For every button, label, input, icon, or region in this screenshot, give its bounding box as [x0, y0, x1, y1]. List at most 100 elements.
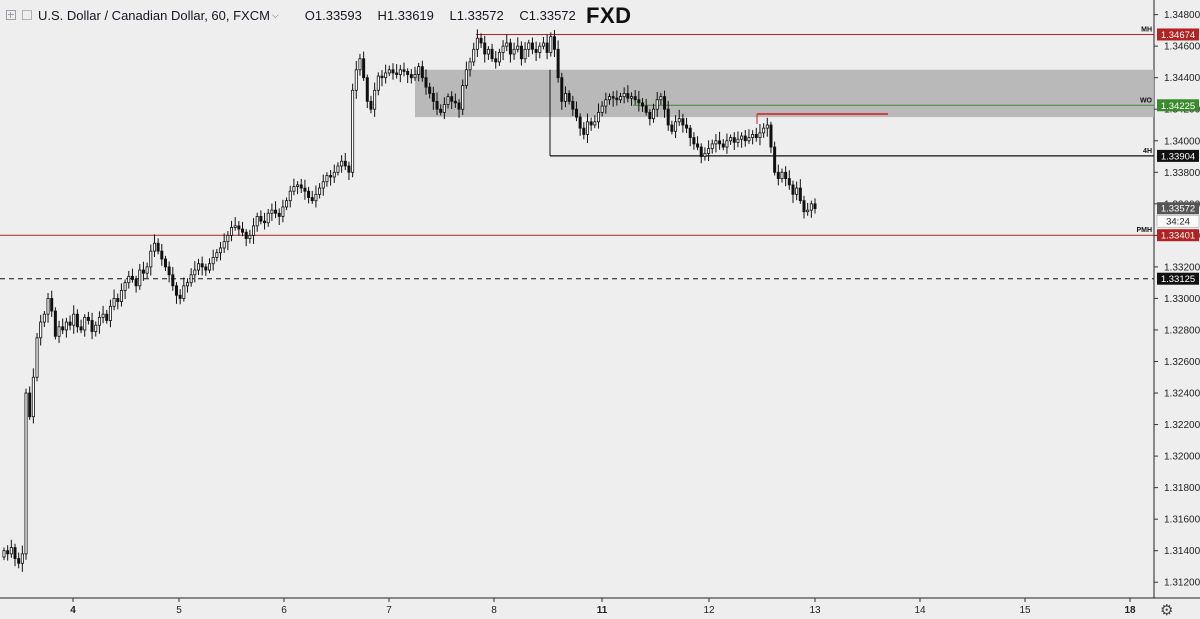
candle-body: [644, 105, 648, 113]
candle-body: [123, 282, 127, 291]
candle-body: [57, 326, 61, 337]
candle-body: [24, 392, 28, 555]
candle-body: [607, 96, 611, 101]
candle-body: [802, 200, 806, 213]
current-price-text: 1.33572: [1161, 204, 1195, 215]
candle-body: [600, 105, 604, 113]
candle-body: [329, 175, 333, 178]
candle-body: [787, 178, 791, 186]
candle-body: [343, 160, 347, 167]
symbol-title[interactable]: U.S. Dollar / Canadian Dollar, 60, FXCM: [38, 7, 270, 23]
candle-body: [494, 58, 498, 63]
candle-body: [556, 48, 560, 79]
candle-body: [6, 550, 10, 555]
candle-body: [79, 326, 83, 331]
time-tick-label: 13: [809, 605, 821, 616]
candle-body: [479, 37, 483, 44]
candle-body: [174, 285, 178, 296]
time-tick-label: 7: [386, 605, 392, 616]
candle-body: [42, 313, 46, 323]
candle-body: [2, 550, 6, 558]
candle-body: [307, 190, 311, 198]
candle-body: [780, 171, 784, 179]
candle-body: [431, 93, 435, 102]
ohlc-values: O1.33593 H1.33619 L1.33572 C1.33572: [305, 8, 588, 23]
price-tick-label: 1.34600: [1164, 42, 1200, 53]
candle-body: [718, 140, 722, 145]
candle-body: [666, 108, 670, 126]
candle-body: [714, 140, 718, 145]
price-tick-label: 1.32400: [1164, 389, 1200, 400]
candle-body: [149, 250, 153, 268]
candle-body: [61, 326, 65, 331]
candle-body: [167, 266, 171, 276]
candle-body: [743, 135, 747, 142]
level-price-box: [1157, 229, 1199, 242]
candle-body: [358, 58, 362, 71]
candle-body: [28, 392, 32, 418]
level-price-box: [1157, 149, 1199, 162]
candle-body: [244, 231, 248, 239]
candle-body: [219, 247, 223, 254]
chevron-down-icon[interactable]: ⌵: [271, 9, 279, 20]
candle-body: [765, 124, 769, 129]
candle-body: [442, 104, 446, 113]
candle-body: [545, 42, 549, 53]
open-value: O1.33593: [304, 7, 362, 23]
candle-body: [512, 48, 516, 55]
candle-body: [549, 36, 553, 53]
symbol-toggle-icon[interactable]: [22, 10, 32, 20]
candle-body: [185, 282, 189, 287]
price-tick-label: 1.33000: [1164, 294, 1200, 305]
candle-body: [241, 228, 245, 233]
candle-body: [501, 45, 505, 53]
candle-body: [659, 96, 663, 101]
candle-body: [340, 160, 344, 167]
candle-body: [468, 61, 472, 71]
time-tick-label: 6: [281, 605, 287, 616]
time-tick-label: 5: [176, 605, 182, 616]
candle-body: [776, 171, 780, 179]
level-label: WO: [1140, 97, 1153, 104]
candle-body: [270, 209, 274, 214]
candle-body: [409, 74, 413, 79]
candle-body: [560, 77, 564, 102]
price-zone: [415, 69, 1154, 118]
candle-body: [593, 121, 597, 126]
settings-gear-icon[interactable]: ⚙: [1160, 602, 1174, 619]
price-tick-label: 1.32800: [1164, 325, 1200, 336]
candle-body: [354, 69, 358, 91]
candle-body: [417, 66, 421, 75]
candle-body: [318, 187, 322, 195]
candle-body: [90, 320, 94, 332]
candle-body: [622, 93, 626, 98]
level-label: PMH: [1136, 227, 1152, 234]
candle-body: [497, 52, 501, 63]
candle-body: [259, 216, 263, 222]
candle-body: [365, 77, 369, 102]
candle-body: [101, 313, 105, 318]
candle-body: [277, 212, 281, 217]
candle-body: [461, 85, 465, 110]
candle-body: [516, 45, 520, 50]
candle-body: [736, 138, 740, 143]
level-price-text: 1.33904: [1161, 151, 1195, 162]
candle-body: [758, 132, 762, 138]
candle-body: [369, 100, 373, 110]
time-tick-label: 8: [491, 605, 497, 616]
expand-icon[interactable]: [6, 10, 16, 20]
candle-body: [39, 321, 43, 339]
candle-body: [439, 108, 443, 113]
candle-body: [248, 234, 252, 239]
candle-body: [508, 42, 512, 55]
candle-body: [633, 96, 637, 101]
candle-body: [652, 108, 656, 120]
candle-body: [472, 48, 476, 63]
candle-body: [53, 310, 57, 337]
brand-watermark: FXD: [586, 3, 632, 28]
candle-body: [674, 121, 678, 132]
candle-body: [204, 266, 208, 271]
candle-body: [112, 298, 116, 307]
candle-body: [413, 74, 417, 79]
